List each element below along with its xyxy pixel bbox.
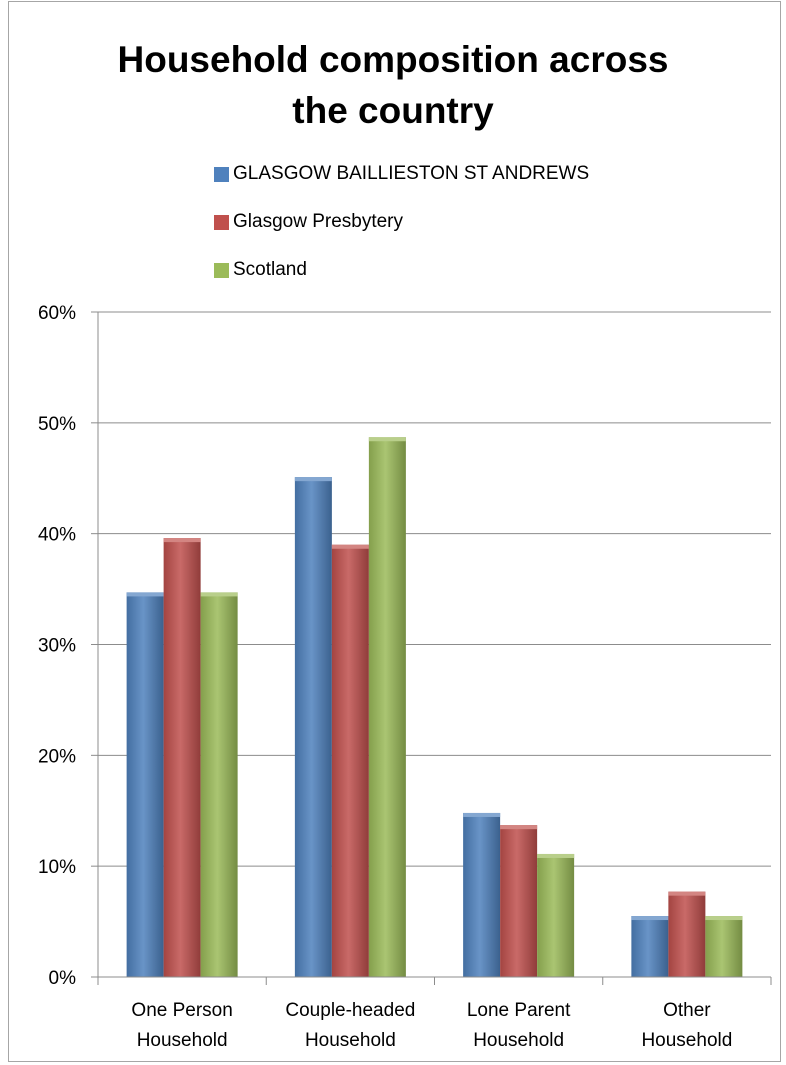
bar-top-highlight (331, 544, 369, 549)
bar-series-2-cat-1 (163, 538, 201, 977)
legend-label-series-2: Glasgow Presbytery (233, 211, 404, 232)
bar-top-highlight (163, 538, 201, 543)
bar-series-2-cat-4 (668, 891, 706, 977)
y-tick-label: 40% (38, 525, 76, 546)
chart-title-line-1: Household composition across (117, 39, 669, 80)
bar-top-highlight (631, 916, 669, 921)
bar-top-highlight (294, 477, 332, 482)
bar-top-highlight (500, 825, 538, 830)
legend-label-series-1: GLASGOW BAILLIESTON ST ANDREWS (233, 163, 590, 184)
bar-series-3-cat-3 (537, 853, 575, 977)
legend-swatch-series-3 (214, 262, 229, 278)
bar-top-highlight (705, 916, 743, 921)
chart-title-line-2: the country (292, 90, 494, 131)
bar-series-3-cat-2 (368, 437, 406, 977)
x-category-label: Household (641, 1030, 732, 1051)
x-category-label: Household (137, 1030, 228, 1051)
bar-top-highlight (537, 853, 575, 858)
bar-top-highlight (126, 592, 164, 597)
y-tick-label: 30% (38, 636, 76, 657)
x-category-label: One Person (131, 1000, 232, 1021)
y-tick-label: 20% (38, 746, 76, 767)
bar-series-1-cat-2 (294, 477, 332, 977)
x-tick-labels: One Person Household Couple-headed Househol… (131, 1000, 732, 1051)
x-category-label: Household (305, 1030, 396, 1051)
x-category-label: Household (473, 1030, 564, 1051)
bar-series-3-cat-4 (705, 916, 743, 977)
y-tick-label: 10% (38, 857, 76, 878)
y-tick-labels: 0% 10% 20% 30% 40% 50% 60% (38, 303, 98, 989)
y-tick-label: 0% (49, 968, 77, 989)
legend-swatch-series-1 (214, 166, 229, 182)
x-category-label: Couple-headed (285, 1000, 415, 1021)
bar-series-1-cat-1 (126, 592, 164, 977)
legend-item-series-2: Glasgow Presbytery (214, 210, 589, 234)
bar-top-highlight (200, 592, 238, 597)
bar-series-2-cat-3 (500, 825, 538, 977)
bar-series-1-cat-3 (463, 812, 501, 977)
bar-top-highlight (668, 891, 706, 896)
bars (126, 437, 743, 977)
legend-label-series-3: Scotland (233, 259, 307, 280)
legend-item-series-3: Scotland (214, 258, 589, 282)
chart-title: Household composition across the country (0, 34, 786, 136)
bar-top-highlight (463, 812, 501, 817)
bar-series-2-cat-2 (331, 544, 369, 977)
x-category-label: Other (663, 1000, 711, 1021)
legend: GLASGOW BAILLIESTON ST ANDREWS Glasgow P… (214, 162, 589, 306)
bar-series-3-cat-1 (200, 592, 238, 977)
y-tick-label: 50% (38, 414, 76, 435)
bar-top-highlight (368, 437, 406, 442)
bar-series-1-cat-4 (631, 916, 669, 977)
legend-swatch-series-2 (214, 214, 229, 230)
y-tick-label: 60% (38, 303, 76, 324)
legend-item-series-1: GLASGOW BAILLIESTON ST ANDREWS (214, 162, 589, 186)
x-category-label: Lone Parent (467, 1000, 571, 1021)
